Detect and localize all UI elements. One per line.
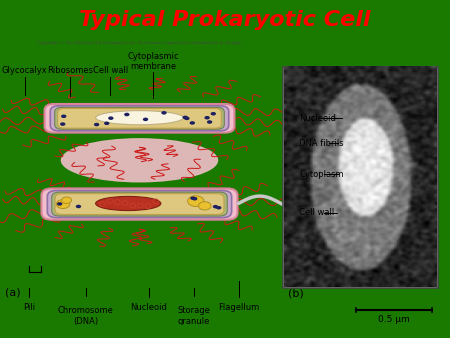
Bar	[0, 325, 450, 331]
Circle shape	[62, 197, 72, 203]
Circle shape	[207, 120, 212, 124]
Circle shape	[189, 121, 195, 125]
Text: Storage
granule: Storage granule	[177, 306, 210, 325]
FancyBboxPatch shape	[55, 107, 224, 129]
Circle shape	[161, 111, 166, 115]
Text: (a): (a)	[4, 287, 20, 297]
Circle shape	[188, 196, 204, 207]
Circle shape	[198, 202, 211, 210]
Circle shape	[61, 115, 67, 118]
Circle shape	[143, 118, 148, 121]
Circle shape	[104, 122, 109, 125]
Circle shape	[56, 200, 70, 209]
Text: Cell wall: Cell wall	[93, 66, 128, 75]
Text: Typical Prokaryotic Cell: Typical Prokaryotic Cell	[79, 10, 371, 30]
Circle shape	[108, 116, 113, 120]
FancyBboxPatch shape	[58, 108, 221, 128]
Text: Pili: Pili	[23, 303, 35, 312]
Bar	[283, 67, 438, 288]
FancyBboxPatch shape	[50, 106, 229, 131]
Text: Flagellum: Flagellum	[218, 303, 259, 312]
Text: Chromosome
(DNA): Chromosome (DNA)	[58, 306, 113, 325]
Circle shape	[216, 206, 221, 210]
Text: Ribosomes: Ribosomes	[47, 66, 93, 75]
Text: Copyright © The McGraw-Hill Companies, Inc. Permission required for reproduction: Copyright © The McGraw-Hill Companies, I…	[37, 42, 242, 45]
Circle shape	[192, 197, 198, 200]
Circle shape	[57, 202, 63, 206]
Ellipse shape	[95, 111, 184, 125]
Text: Cytoplasm: Cytoplasm	[299, 170, 344, 179]
FancyBboxPatch shape	[55, 194, 224, 215]
FancyBboxPatch shape	[52, 192, 227, 216]
Text: Cell wall: Cell wall	[299, 209, 334, 217]
Ellipse shape	[61, 138, 218, 183]
FancyBboxPatch shape	[47, 191, 232, 218]
Circle shape	[182, 116, 188, 119]
Text: Nucleoid: Nucleoid	[299, 114, 336, 123]
Circle shape	[184, 117, 189, 120]
FancyBboxPatch shape	[45, 104, 234, 132]
Text: DNA fibrils: DNA fibrils	[299, 139, 344, 148]
Circle shape	[94, 123, 99, 126]
FancyBboxPatch shape	[41, 189, 238, 220]
Circle shape	[190, 196, 196, 200]
Text: Glycocalyx: Glycocalyx	[2, 66, 48, 75]
Circle shape	[204, 116, 210, 120]
Circle shape	[213, 205, 218, 209]
Text: 0.5 μm: 0.5 μm	[378, 315, 410, 324]
Circle shape	[124, 113, 130, 116]
Text: Cytoplasmic
membrane: Cytoplasmic membrane	[127, 52, 179, 71]
Circle shape	[60, 122, 65, 126]
Circle shape	[211, 112, 216, 116]
Ellipse shape	[95, 196, 161, 211]
Text: (b): (b)	[288, 288, 304, 298]
Text: Nucleoid: Nucleoid	[130, 303, 167, 312]
Circle shape	[76, 205, 81, 208]
